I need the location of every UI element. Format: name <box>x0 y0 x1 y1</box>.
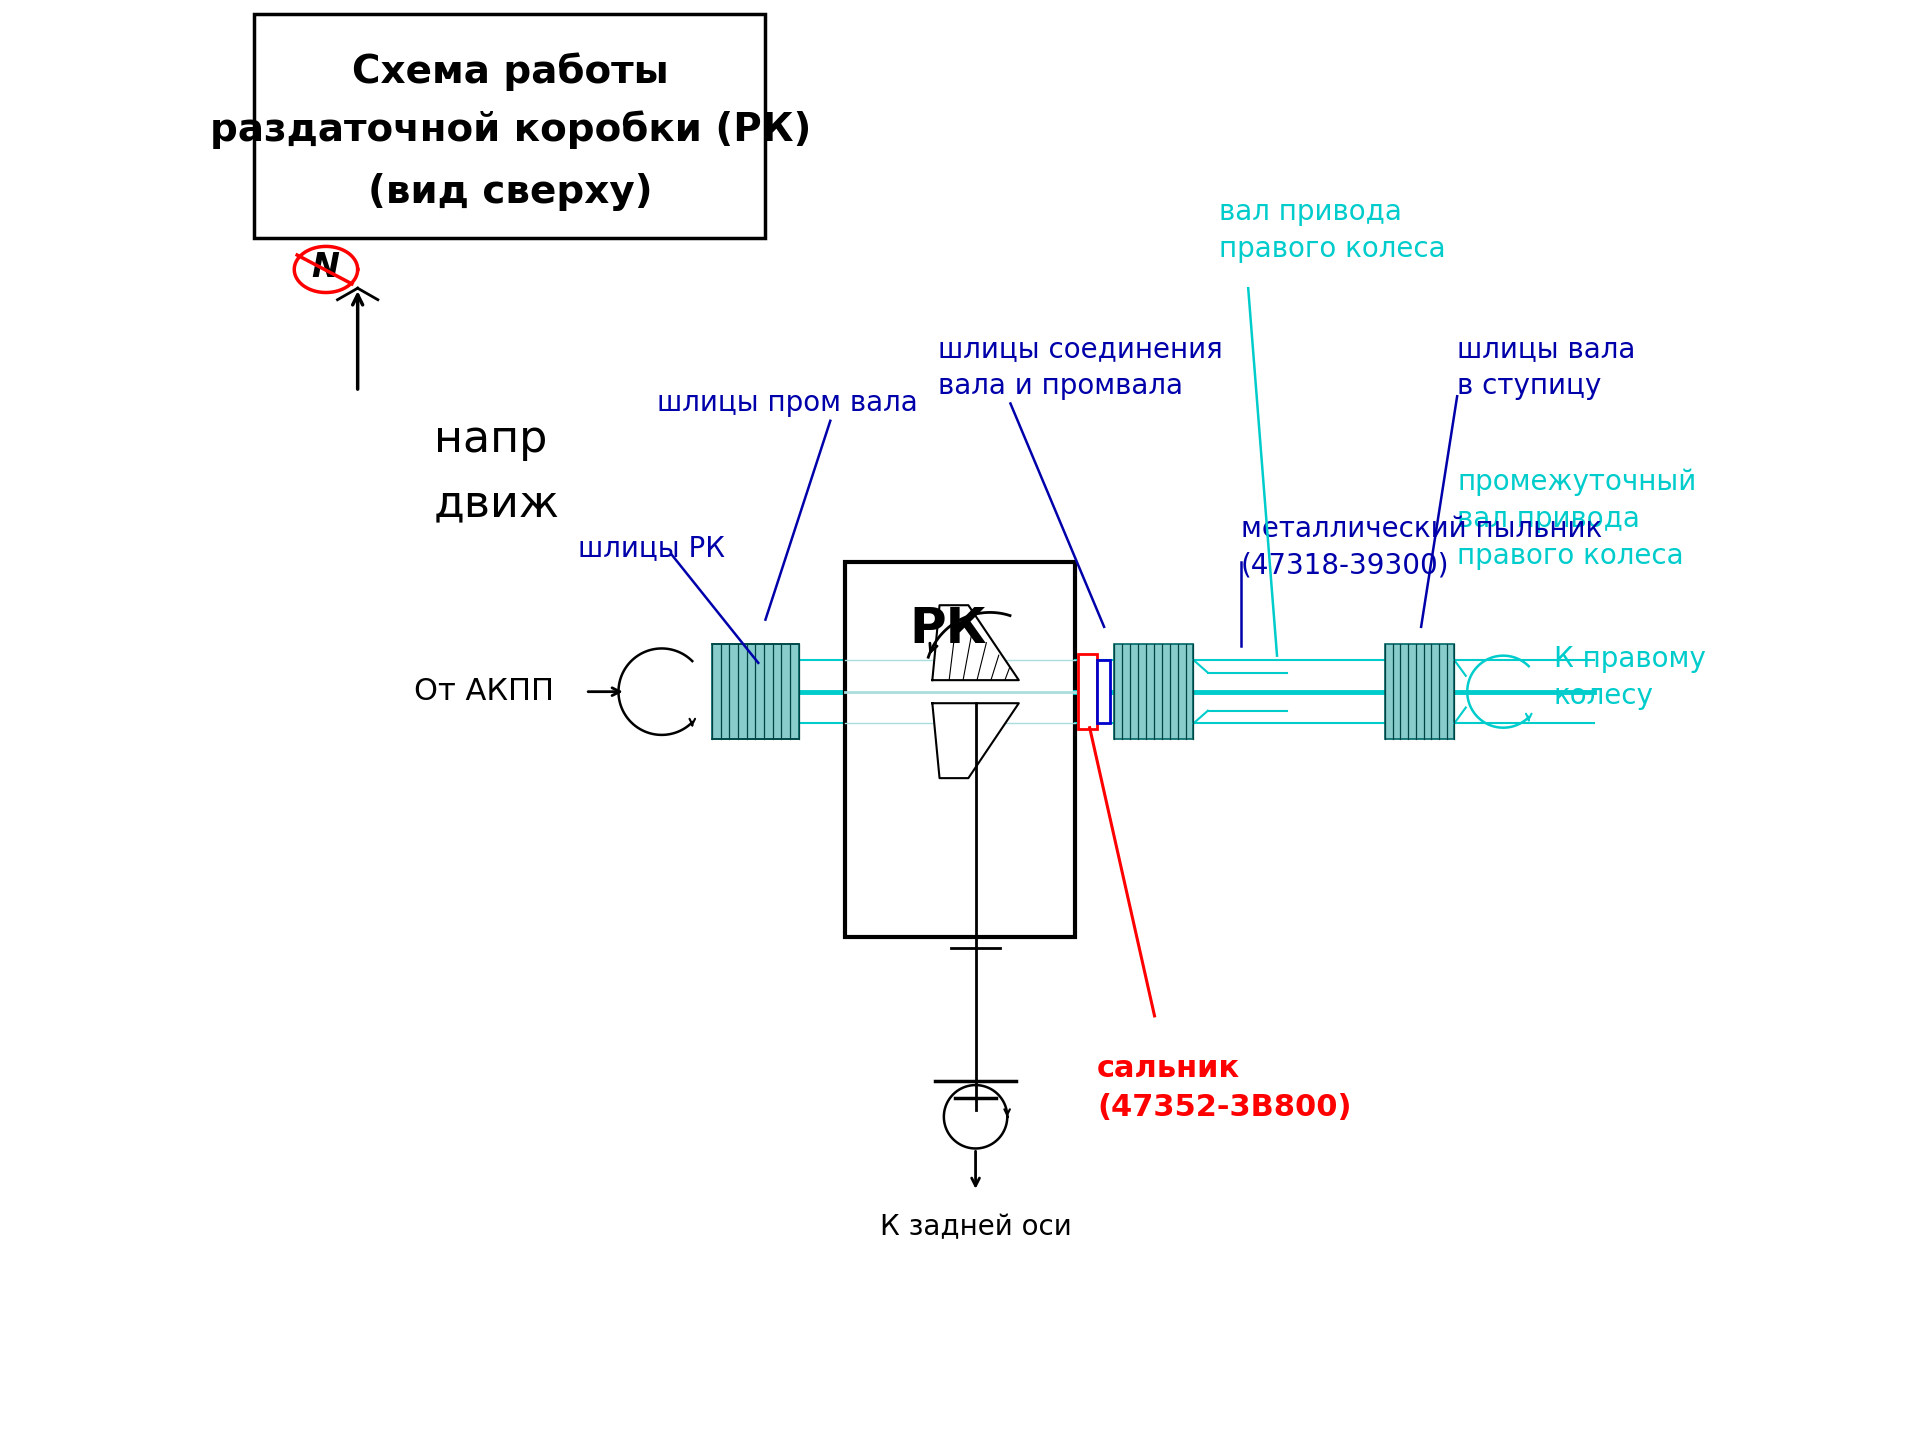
Text: N: N <box>311 251 340 284</box>
Text: От АКПП: От АКПП <box>413 677 553 706</box>
Text: промежуточный
вал привода
правого колеса: промежуточный вал привода правого колеса <box>1457 468 1697 569</box>
Text: РК: РК <box>910 605 987 653</box>
Text: К правому
колесу: К правому колесу <box>1553 646 1705 709</box>
Text: Схема работы: Схема работы <box>351 53 668 91</box>
FancyBboxPatch shape <box>253 14 766 238</box>
Text: металлический пыльник
(47318-39300): металлический пыльник (47318-39300) <box>1240 516 1603 579</box>
Polygon shape <box>933 605 1020 680</box>
Bar <box>1114 644 1194 739</box>
Bar <box>712 644 799 739</box>
Text: раздаточной коробки (РК): раздаточной коробки (РК) <box>209 111 810 148</box>
Bar <box>1384 644 1453 739</box>
Text: шлицы пром вала: шлицы пром вала <box>657 389 918 418</box>
Text: движ: движ <box>434 483 561 526</box>
Bar <box>845 562 1075 937</box>
Bar <box>1079 654 1096 729</box>
Text: шлицы соединения
вала и промвала: шлицы соединения вала и промвала <box>939 336 1223 399</box>
Text: шлицы вала
в ступицу: шлицы вала в ступицу <box>1457 336 1636 399</box>
Polygon shape <box>933 703 1020 778</box>
Text: вал привода
правого колеса: вал привода правого колеса <box>1219 199 1446 262</box>
Text: (вид сверху): (вид сверху) <box>369 173 653 210</box>
Text: сальник
(47352-3В800): сальник (47352-3В800) <box>1096 1055 1352 1121</box>
Text: шлицы РК: шлицы РК <box>578 533 726 562</box>
Bar <box>1096 660 1110 723</box>
Text: К задней оси: К задней оси <box>879 1213 1071 1241</box>
Text: напр: напр <box>434 418 547 461</box>
